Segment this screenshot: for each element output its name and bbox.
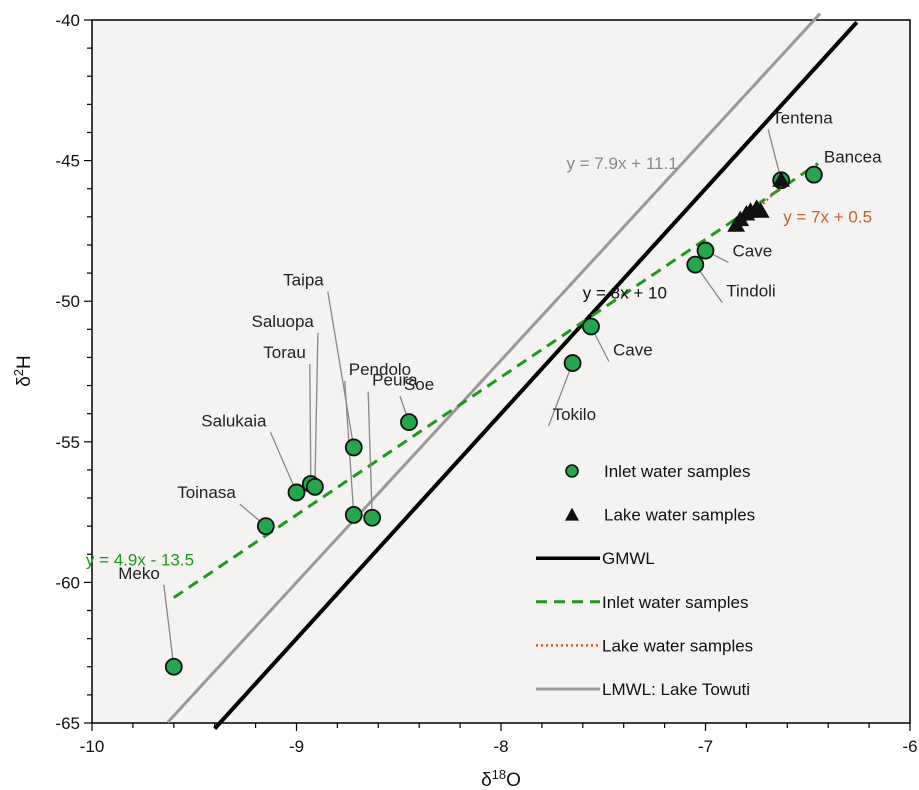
line-gmwl: [213, 20, 859, 730]
inlet-point: [344, 506, 363, 524]
equation-labels: y = 8x + 10 y = 4.9x - 13.5 y = 7x + 0.5 y …: [86, 154, 872, 569]
legend-label: Inlet water samples: [602, 593, 748, 612]
point-label: Tindoli: [726, 282, 775, 301]
legend-label: Lake water samples: [602, 636, 753, 655]
point-label: Torau: [263, 343, 306, 362]
equation-label: y = 7x + 0.5: [783, 207, 872, 226]
equation-label: y = 8x + 10: [583, 283, 667, 302]
inlet-point: [582, 317, 600, 336]
inlet-point: [287, 483, 306, 502]
y-tick-label: -55: [55, 433, 80, 452]
x-tick-label: -8: [493, 737, 508, 756]
leader-line: [547, 362, 574, 427]
x-tick-label: -10: [80, 737, 105, 756]
legend: Inlet water samples Lake water samples GMW…: [536, 462, 755, 699]
inlet-point: [363, 508, 382, 527]
x-tick-label: -9: [289, 737, 304, 756]
legend-label: LMWL: Lake Towuti: [602, 680, 750, 699]
legend-marker-circle: [565, 464, 579, 478]
point-label: Saluopa: [252, 312, 315, 331]
inlet-point: [344, 438, 363, 457]
y-axis-label: δ2H: [11, 355, 36, 387]
inlet-point: [804, 165, 823, 184]
legend-label: Lake water samples: [604, 506, 755, 525]
inlet-point: [696, 241, 715, 260]
point-labels: Meko Toinasa Salukaia Torau Saluopa Taipa Pend…: [118, 108, 882, 582]
leader-line: [327, 291, 355, 448]
legend-marker-triangle: [565, 507, 579, 521]
x-axis-label: δ18O: [481, 767, 521, 790]
axes: -10 -9 -8 -7 -6 -65 -60 -55 -50 -45 -40: [55, 11, 917, 756]
leader-line: [163, 584, 175, 667]
inlet-point: [256, 517, 275, 536]
point-label: Cave: [733, 242, 773, 261]
y-tick-label: -60: [55, 573, 80, 592]
inlet-point: [306, 477, 324, 496]
inlet-point: [164, 657, 183, 676]
point-label: Pendolo: [349, 360, 411, 379]
point-label: Peura: [372, 371, 418, 390]
point-label: Meko: [118, 564, 160, 583]
lake-point: [751, 202, 770, 218]
leader-line: [309, 363, 312, 484]
point-label: Tentena: [772, 108, 833, 127]
inlet-point: [400, 413, 418, 432]
point-label: Bancea: [824, 148, 882, 167]
plot-area: [91, 19, 911, 724]
lake-point: [772, 171, 791, 187]
y-tick-label: -50: [55, 292, 80, 311]
point-label: Salukaia: [201, 411, 267, 430]
x-tick-label: -7: [698, 737, 713, 756]
x-tick-label: -6: [902, 737, 917, 756]
y-tick-label: -65: [55, 714, 80, 733]
data-points: [164, 165, 823, 676]
leader-line: [269, 432, 298, 493]
point-label: Soe: [404, 375, 434, 394]
point-label: Taipa: [283, 270, 324, 289]
leader-line: [314, 332, 319, 487]
leader-line: [367, 391, 373, 518]
y-tick-label: -40: [55, 11, 80, 30]
legend-label: Inlet water samples: [604, 462, 750, 481]
equation-label: y = 7.9x + 11.1: [566, 154, 677, 173]
inlet-point: [686, 255, 705, 274]
inlet-point: [563, 354, 582, 372]
legend-label: GMWL: [602, 549, 655, 568]
point-label: Cave: [613, 341, 653, 360]
line-inlet-water-samples: [172, 162, 819, 599]
point-label: Toinasa: [177, 483, 236, 502]
point-label: Tokilo: [553, 405, 596, 424]
line-lmwl-lake-towuti: [166, 12, 822, 724]
y-tick-label: -45: [55, 152, 80, 171]
equation-label: y = 4.9x - 13.5: [86, 551, 194, 570]
